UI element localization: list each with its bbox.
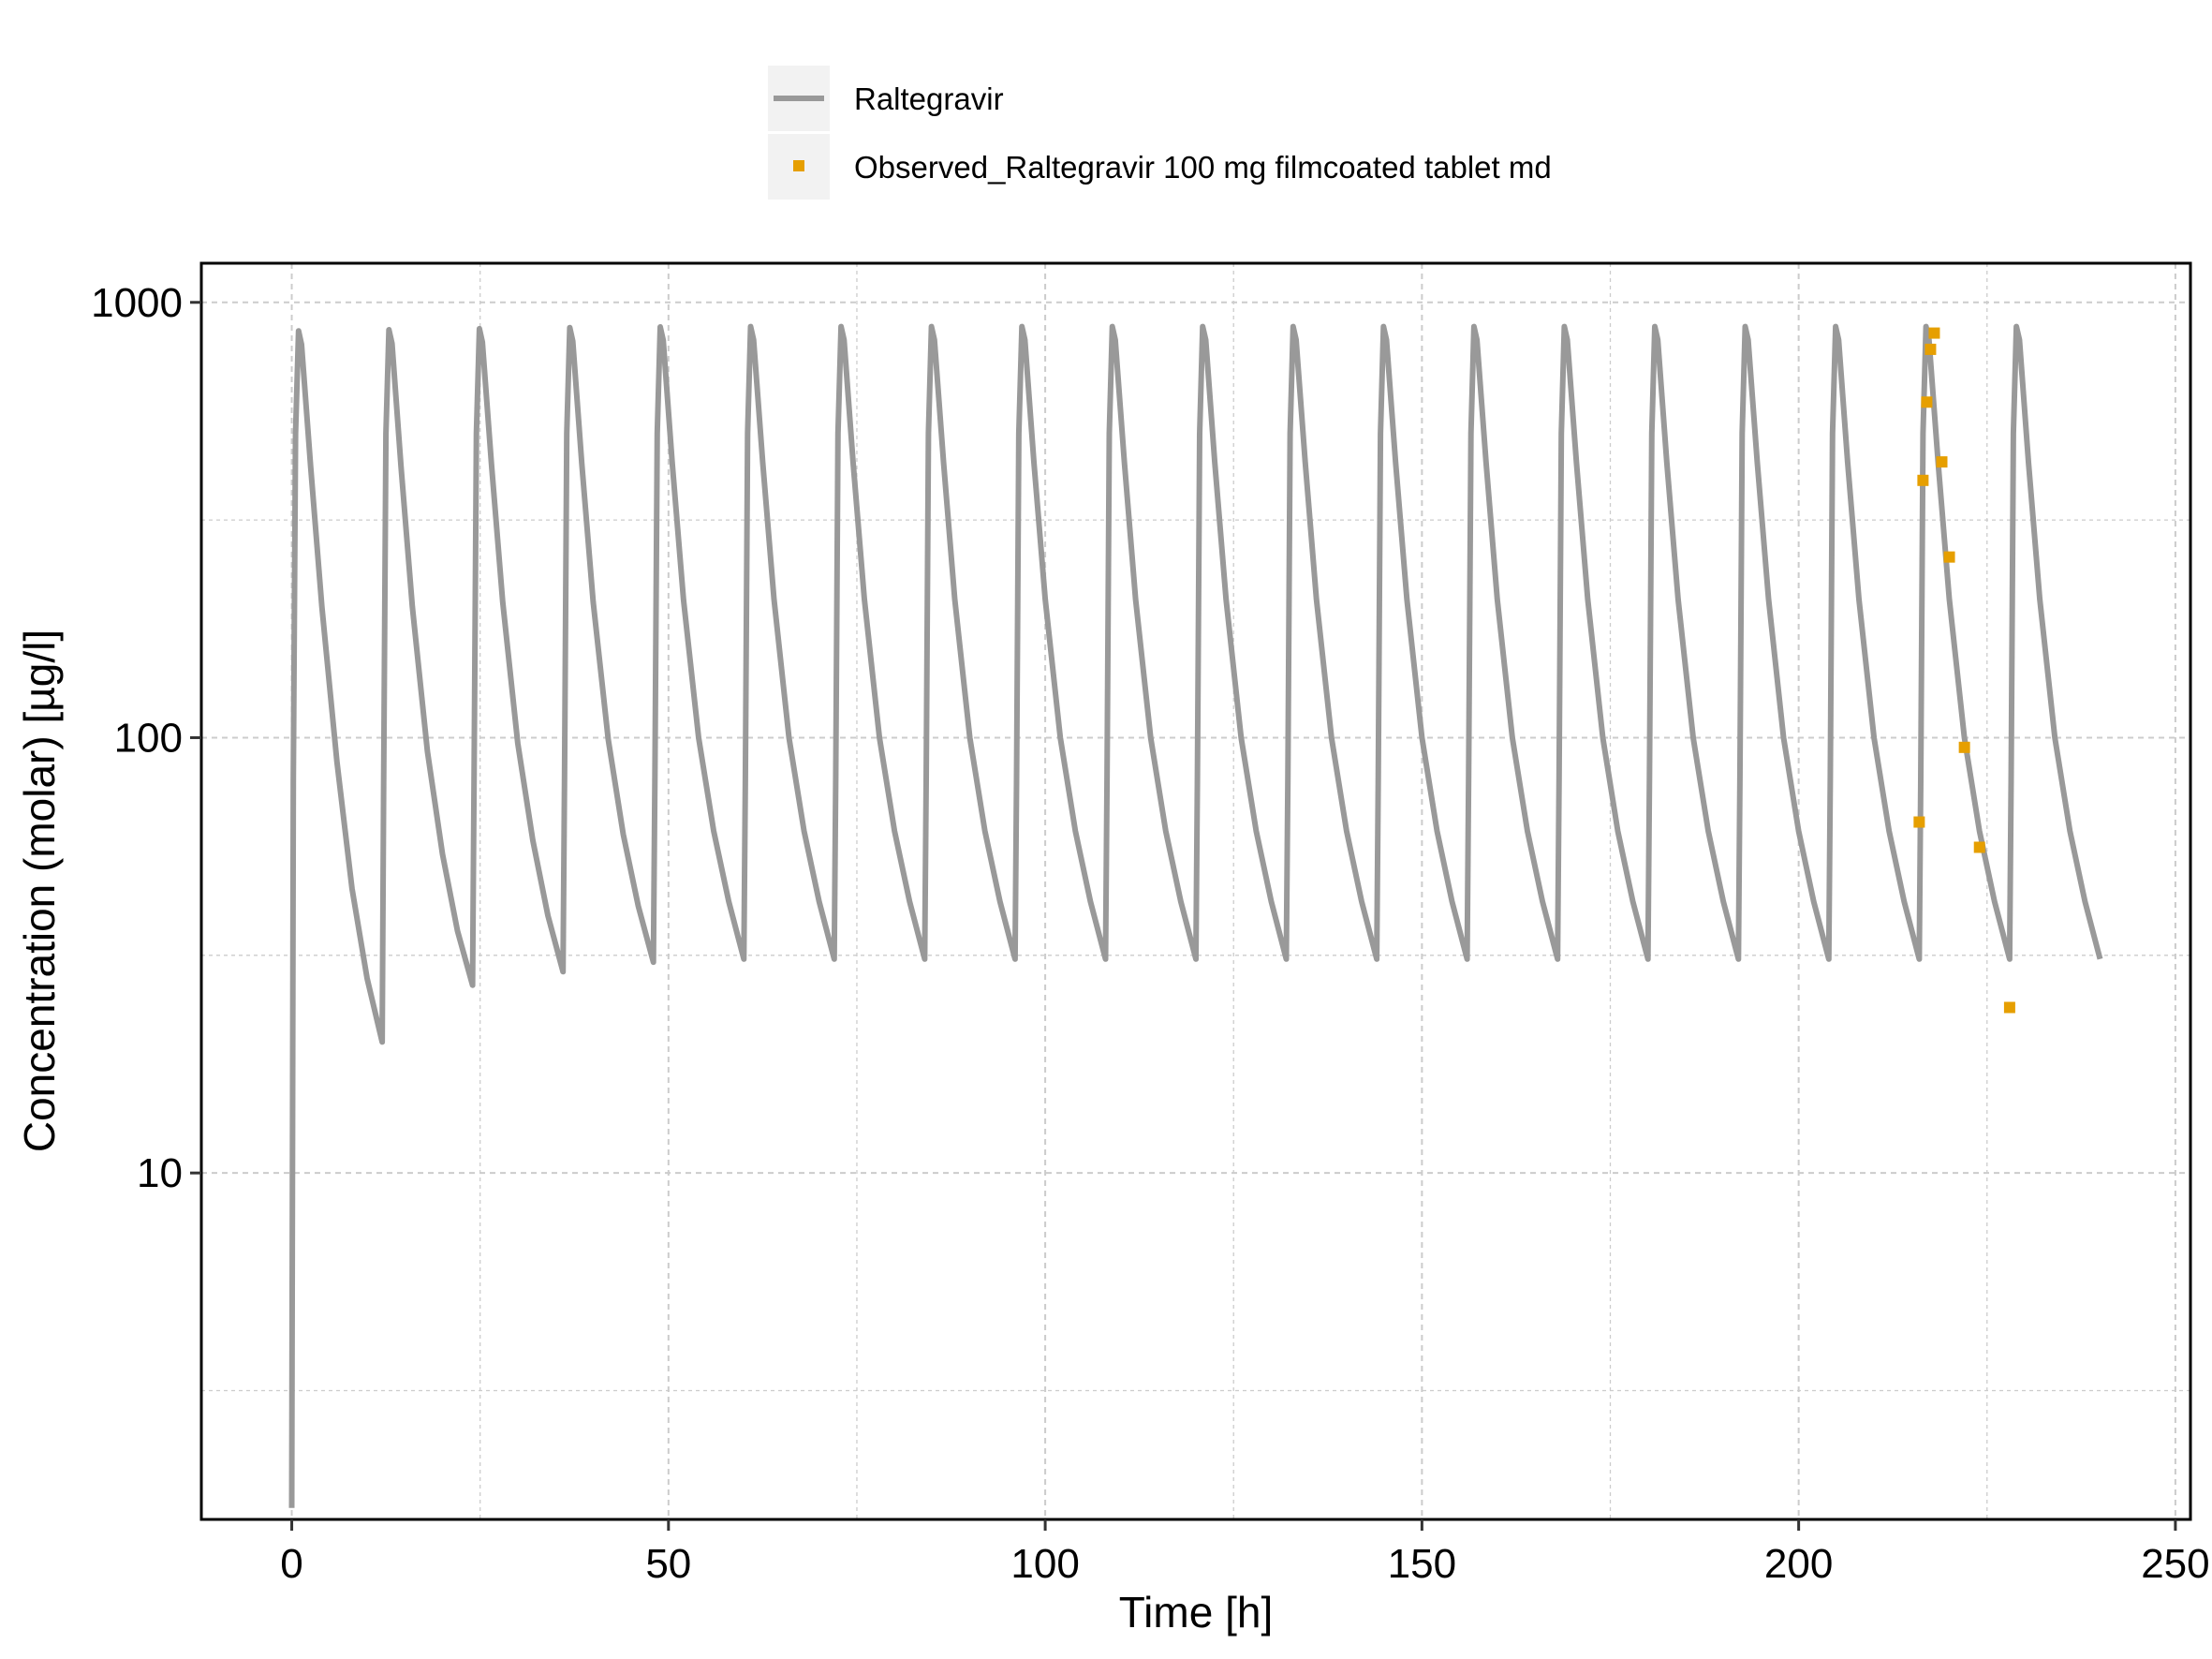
simulated-series-layer (288, 323, 2103, 1508)
y-axis: 10 100 1000 (91, 280, 201, 1196)
observed-point (1913, 816, 1925, 828)
x-axis: 0 50 100 150 200 250 (280, 1519, 2210, 1587)
observed-point (1936, 456, 1948, 468)
y-tick-label: 1000 (91, 280, 183, 326)
observed-point (1921, 396, 1933, 408)
x-tick-label: 250 (2141, 1541, 2209, 1587)
y-axis-title: Concentration (molar) [µg/l] (15, 630, 64, 1152)
observed-point (2003, 1001, 2015, 1014)
y-tick-label: 100 (114, 715, 183, 761)
observed-point (1973, 841, 1985, 853)
observed-point (1958, 741, 1970, 753)
legend-key-observed-point (793, 160, 804, 171)
legend-label-simulated: Raltegravir (854, 81, 1004, 116)
x-tick-label: 0 (280, 1541, 302, 1587)
observed-series-layer (1913, 327, 2015, 1014)
x-axis-title: Time [h] (1119, 1588, 1273, 1637)
observed-point (1943, 551, 1955, 563)
observed-point (1924, 343, 1937, 355)
x-tick-label: 100 (1010, 1541, 1079, 1587)
legend: Raltegravir Observed_Raltegravir 100 mg … (768, 66, 1552, 200)
y-tick-label: 10 (137, 1150, 183, 1196)
x-tick-label: 150 (1388, 1541, 1456, 1587)
simulated-line-raltegravir (288, 323, 2103, 1508)
observed-point (1917, 474, 1929, 486)
observed-point (1928, 327, 1940, 339)
x-tick-label: 50 (645, 1541, 691, 1587)
legend-label-observed: Observed_Raltegravir 100 mg filmcoated t… (854, 150, 1552, 185)
x-tick-label: 200 (1764, 1541, 1833, 1587)
plot-panel-border (199, 261, 2192, 1521)
